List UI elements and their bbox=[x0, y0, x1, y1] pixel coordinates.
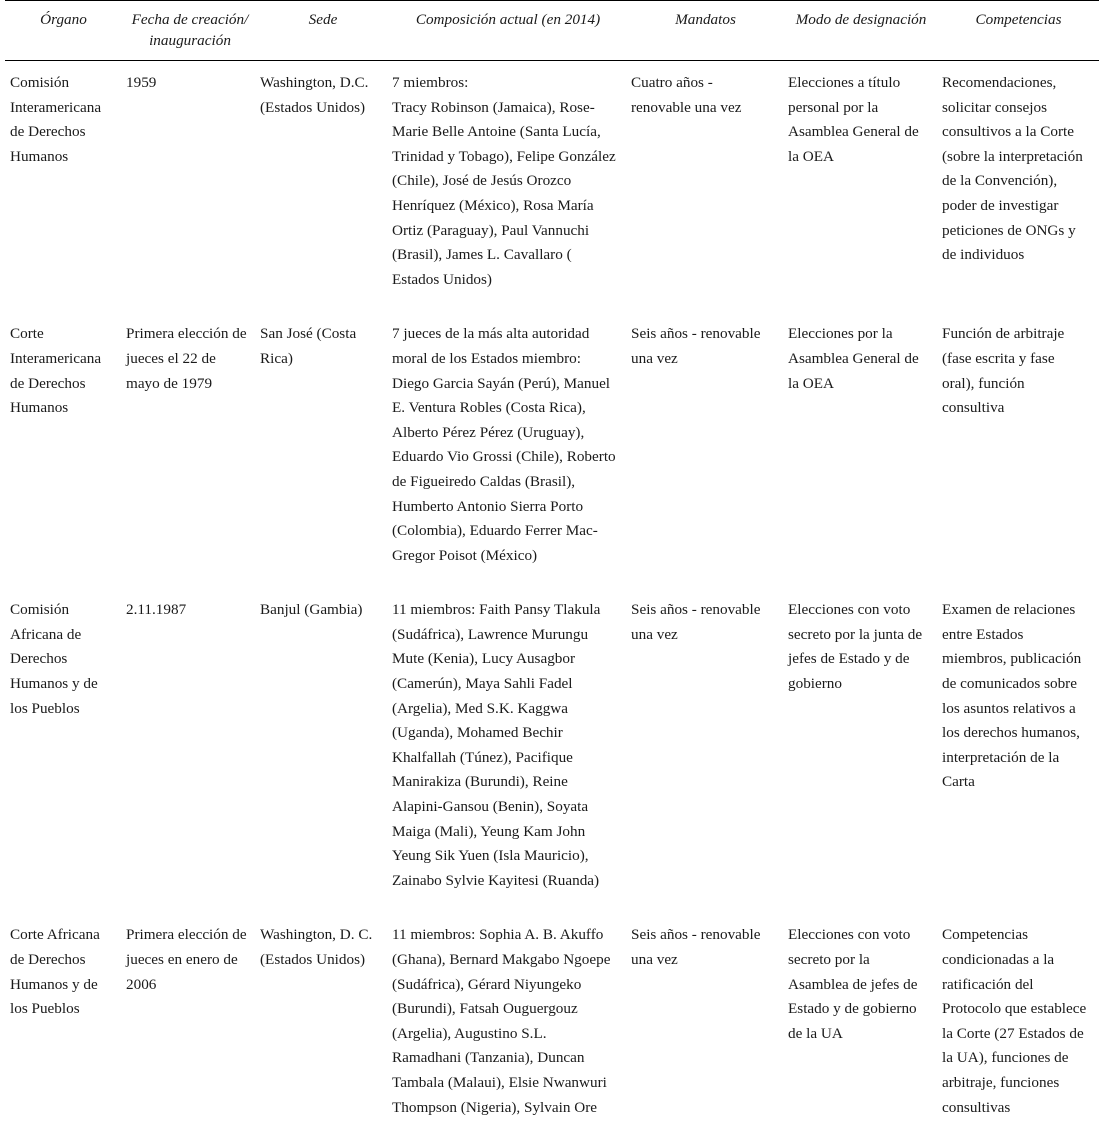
cell-organo: Corte Africana de Derechos Humanos y de … bbox=[5, 913, 123, 1121]
cell-competencias: Examen de relaciones entre Estados miemb… bbox=[938, 588, 1099, 913]
cell-text-composicion: 7 miembros: Tracy Robinson (Jamaica), Ro… bbox=[392, 74, 616, 288]
cell-text-organo: Corte Africana de Derechos Humanos y de … bbox=[10, 926, 100, 1018]
column-header-organo: Órgano bbox=[5, 1, 123, 61]
cell-organo: Corte Interamericana de Derechos Humanos bbox=[5, 312, 123, 588]
cell-fecha: Primera elección de jueces en enero de 2… bbox=[123, 913, 257, 1121]
column-header-mandatos: Mandatos bbox=[627, 1, 784, 61]
cell-sede: Washington, D.C. (Estados Unidos) bbox=[257, 61, 389, 313]
cell-designacion: Elecciones por la Asamblea General de la… bbox=[784, 312, 938, 588]
column-header-fecha: Fecha de creación/ inauguración bbox=[123, 1, 257, 61]
table-header: Órgano Fecha de creación/ inauguración S… bbox=[5, 0, 1099, 61]
cell-sede: Washington, D. C. (Estados Unidos) bbox=[257, 913, 389, 1121]
cell-text-fecha: Primera elección de jueces el 22 de mayo… bbox=[126, 325, 247, 392]
cell-text-designacion-abbrev: OEA bbox=[802, 147, 834, 165]
cell-text-sede: Banjul (Gambia) bbox=[260, 601, 363, 619]
cell-text-composicion: 11 miembros: Sophia A. B. Akuffo (Ghana)… bbox=[392, 926, 611, 1116]
cell-sede: Banjul (Gambia) bbox=[257, 588, 389, 913]
cell-fecha: Primera elección de jueces el 22 de mayo… bbox=[123, 312, 257, 588]
cell-text-composicion: 11 miembros: Faith Pansy Tlakula (Sudáfr… bbox=[392, 601, 601, 889]
table-row: Comisión Interamericana de Derechos Huma… bbox=[5, 61, 1099, 313]
cell-text-composicion: 7 jueces de la más alta autoridad moral … bbox=[392, 325, 616, 564]
table-header-row: Órgano Fecha de creación/ inauguración S… bbox=[5, 1, 1099, 61]
cell-text-fecha: 1959 bbox=[126, 74, 157, 91]
cell-competencias: Competencias condicionadas a la ratifica… bbox=[938, 913, 1099, 1121]
cell-text-competencias: Función de arbitraje (fase escrita y fas… bbox=[942, 325, 1065, 417]
cell-composicion: 11 miembros: Faith Pansy Tlakula (Sudáfr… bbox=[389, 588, 627, 913]
cell-designacion: Elecciones a título personal por la Asam… bbox=[784, 61, 938, 313]
cell-fecha: 2.11.1987 bbox=[123, 588, 257, 913]
table-top-rule bbox=[5, 0, 1099, 1]
cell-text-competencias: Recomendaciones, solicitar consejos cons… bbox=[942, 74, 1083, 264]
cell-text-mandatos: Seis años - renovable una vez bbox=[631, 601, 761, 643]
cell-text-mandatos: Seis años - renovable una vez bbox=[631, 926, 761, 968]
cell-competencias: Función de arbitraje (fase escrita y fas… bbox=[938, 312, 1099, 588]
cell-text-sede: Washington, D. C. (Estados Unidos) bbox=[260, 926, 373, 968]
cell-composicion: 7 miembros: Tracy Robinson (Jamaica), Ro… bbox=[389, 61, 627, 313]
cell-fecha: 1959 bbox=[123, 61, 257, 313]
cell-organo: Comisión Africana de Derechos Humanos y … bbox=[5, 588, 123, 913]
cell-text-organo: Corte Interamericana de Derechos Humanos bbox=[10, 325, 102, 417]
cell-text-organo: Comisión Africana de Derechos Humanos y … bbox=[10, 601, 98, 717]
cell-text-designacion-abbrev: OEA bbox=[802, 374, 834, 392]
cell-text-fecha: Primera elección de jueces en enero de 2… bbox=[126, 926, 247, 993]
table-row: Corte Africana de Derechos Humanos y de … bbox=[5, 913, 1099, 1121]
table-row: Corte Interamericana de Derechos Humanos… bbox=[5, 312, 1099, 588]
cell-text-sede: Washington, D.C. (Estados Unidos) bbox=[260, 74, 369, 116]
column-header-composicion: Composición actual (en 2014) bbox=[389, 1, 627, 61]
table-row: Comisión Africana de Derechos Humanos y … bbox=[5, 588, 1099, 913]
comparison-table: Órgano Fecha de creación/ inauguración S… bbox=[5, 0, 1099, 1121]
cell-mandatos: Seis años - renovable una vez bbox=[627, 312, 784, 588]
column-header-designacion: Modo de designación bbox=[784, 1, 938, 61]
cell-competencias: Recomendaciones, solicitar consejos cons… bbox=[938, 61, 1099, 313]
cell-organo: Comisión Interamericana de Derechos Huma… bbox=[5, 61, 123, 313]
cell-text-designacion-pre: Elecciones con voto secreto por la Asamb… bbox=[788, 926, 918, 1042]
cell-text-designacion-pre: Elecciones con voto secreto por la junta… bbox=[788, 601, 923, 693]
cell-text-sede: San José (Costa Rica) bbox=[260, 325, 357, 367]
cell-text-designacion-pre: Elecciones por la Asamblea General de la bbox=[788, 325, 919, 392]
cell-composicion: 7 jueces de la más alta autoridad moral … bbox=[389, 312, 627, 588]
cell-text-mandatos: Cuatro años - renovable una vez bbox=[631, 74, 742, 116]
cell-mandatos: Seis años - renovable una vez bbox=[627, 588, 784, 913]
cell-text-competencias: Examen de relaciones entre Estados miemb… bbox=[942, 601, 1082, 791]
cell-mandatos: Seis años - renovable una vez bbox=[627, 913, 784, 1121]
table-body: Comisión Interamericana de Derechos Huma… bbox=[5, 61, 1099, 1121]
cell-composicion: 11 miembros: Sophia A. B. Akuffo (Ghana)… bbox=[389, 913, 627, 1121]
cell-text-competencias: Competencias condicionadas a la ratifica… bbox=[942, 926, 1087, 1116]
cell-text-organo: Comisión Interamericana de Derechos Huma… bbox=[10, 74, 102, 165]
column-header-competencias: Competencias bbox=[938, 1, 1099, 61]
cell-sede: San José (Costa Rica) bbox=[257, 312, 389, 588]
cell-designacion: Elecciones con voto secreto por la junta… bbox=[784, 588, 938, 913]
column-header-sede: Sede bbox=[257, 1, 389, 61]
cell-designacion: Elecciones con voto secreto por la Asamb… bbox=[784, 913, 938, 1121]
cell-text-designacion-pre: Elecciones a título personal por la Asam… bbox=[788, 74, 919, 165]
cell-text-mandatos: Seis años - renovable una vez bbox=[631, 325, 761, 367]
cell-mandatos: Cuatro años - renovable una vez bbox=[627, 61, 784, 313]
cell-text-fecha: 2.11.1987 bbox=[126, 601, 187, 619]
